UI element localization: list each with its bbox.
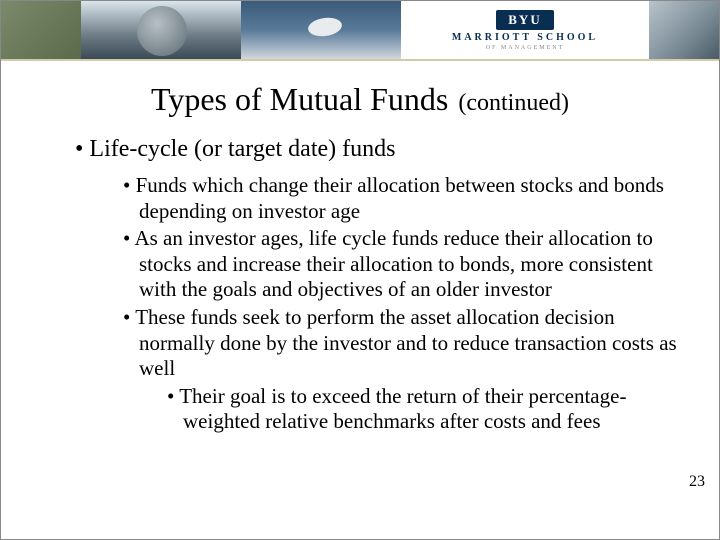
banner-logo-block: BYU MARRIOTT SCHOOL OF MANAGEMENT — [401, 1, 649, 59]
lvl2-text: These funds seek to perform the asset al… — [135, 305, 676, 380]
banner-photo-y — [241, 1, 401, 59]
list-item: Life-cycle (or target date) funds Funds … — [75, 136, 679, 435]
banner-photo-building — [649, 1, 719, 59]
bullet-level-2: Funds which change their allocation betw… — [75, 173, 679, 435]
banner-photo-1 — [1, 1, 81, 59]
banner-photo-statue — [81, 1, 241, 59]
lvl2-text: As an investor ages, life cycle funds re… — [134, 226, 652, 301]
lvl1-text: Life-cycle (or target date) funds — [89, 136, 395, 162]
list-item: Their goal is to exceed the return of th… — [167, 384, 679, 435]
slide-title-row: Types of Mutual Funds (continued) — [41, 81, 679, 118]
bullet-level-3: Their goal is to exceed the return of th… — [139, 384, 679, 435]
slide-title: Types of Mutual Funds — [151, 81, 448, 117]
school-name: MARRIOTT SCHOOL — [452, 32, 598, 43]
bullet-level-1: Life-cycle (or target date) funds Funds … — [41, 136, 679, 435]
list-item: As an investor ages, life cycle funds re… — [123, 226, 679, 303]
list-item: Funds which change their allocation betw… — [123, 173, 679, 224]
slide-title-continued: (continued) — [458, 90, 569, 116]
page-number: 23 — [689, 473, 705, 491]
lvl2-text: Funds which change their allocation betw… — [136, 173, 664, 223]
slide-body: Types of Mutual Funds (continued) Life-c… — [1, 61, 719, 435]
list-item: These funds seek to perform the asset al… — [123, 305, 679, 435]
lvl3-text: Their goal is to exceed the return of th… — [179, 384, 626, 434]
header-banner: BYU MARRIOTT SCHOOL OF MANAGEMENT — [1, 1, 719, 61]
school-subline: OF MANAGEMENT — [486, 45, 565, 51]
byu-logo: BYU — [496, 10, 553, 30]
